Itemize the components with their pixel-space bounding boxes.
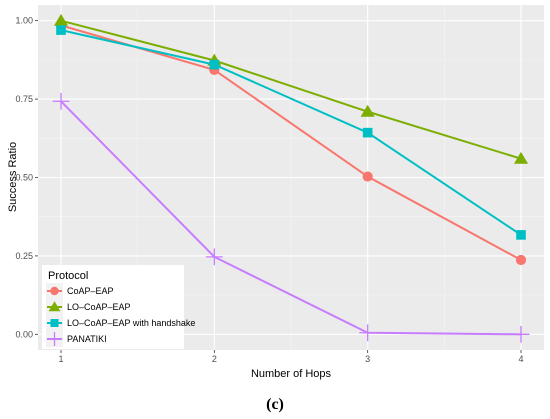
y-axis-title: Success Ratio: [7, 142, 19, 212]
legend-label: LO–CoAP–EAP: [67, 302, 131, 312]
legend-box: [42, 265, 184, 349]
data-point-plus: [52, 92, 70, 110]
legend-key-marker: [50, 286, 59, 296]
y-tick-label: 0.50: [15, 173, 33, 183]
data-point-square: [362, 127, 373, 138]
legend-item: CoAP–EAP: [46, 283, 114, 299]
series-line: [60, 100, 522, 336]
x-axis-ticks: 1 2 3 4: [58, 350, 524, 364]
x-tick-label: 2: [212, 354, 217, 364]
y-tick-label: 0.25: [15, 251, 33, 261]
x-tick-label: 4: [518, 354, 523, 364]
y-tick-label: 1.00: [15, 16, 33, 26]
figure-caption: (c): [266, 396, 284, 413]
data-point-square: [516, 230, 526, 240]
legend-key-marker: [50, 319, 59, 327]
legend-key-marker: [48, 301, 61, 312]
x-tick-label: 3: [365, 354, 370, 364]
legend-title: Protocol: [48, 270, 88, 282]
data-point-circle: [362, 171, 373, 182]
legend-item: LO–CoAP–EAP with handshake: [46, 315, 195, 331]
data-point-triangle: [360, 104, 375, 117]
legend-label: LO–CoAP–EAP with handshake: [67, 318, 195, 328]
x-axis-title: Number of Hops: [251, 368, 332, 380]
legend-label: CoAP–EAP: [67, 286, 114, 296]
data-point-plus: [512, 325, 530, 343]
data-point-square: [209, 59, 220, 70]
y-axis-ticks: 0.00 0.25 0.50 0.75 1.00: [15, 16, 38, 339]
legend-key-marker: [47, 332, 62, 346]
data-point-triangle: [513, 151, 529, 164]
legend: Protocol CoAP–EAP LO–CoAP–EAP LO–CoAP–EAP …: [42, 265, 195, 349]
legend-item: PANATIKI: [46, 331, 107, 347]
legend-item: LO–CoAP–EAP: [46, 299, 131, 315]
legend-label: PANATIKI: [67, 334, 107, 344]
data-point-triangle: [53, 13, 69, 26]
series-lo-coap-eap-with-handshake: [56, 25, 526, 240]
data-point-plus: [359, 324, 377, 342]
x-tick-label: 1: [58, 354, 63, 364]
series-line: [60, 29, 522, 236]
series-line: [60, 19, 522, 160]
y-tick-label: 0.00: [15, 329, 33, 339]
data-point-circle: [515, 254, 527, 266]
series-panatiki: [52, 92, 530, 343]
legend-items: CoAP–EAP LO–CoAP–EAP LO–CoAP–EAP with hand…: [46, 283, 195, 347]
data-point-plus: [205, 248, 223, 266]
series-layer: [52, 13, 530, 343]
y-tick-label: 0.75: [15, 94, 33, 104]
data-point-square: [56, 25, 66, 35]
